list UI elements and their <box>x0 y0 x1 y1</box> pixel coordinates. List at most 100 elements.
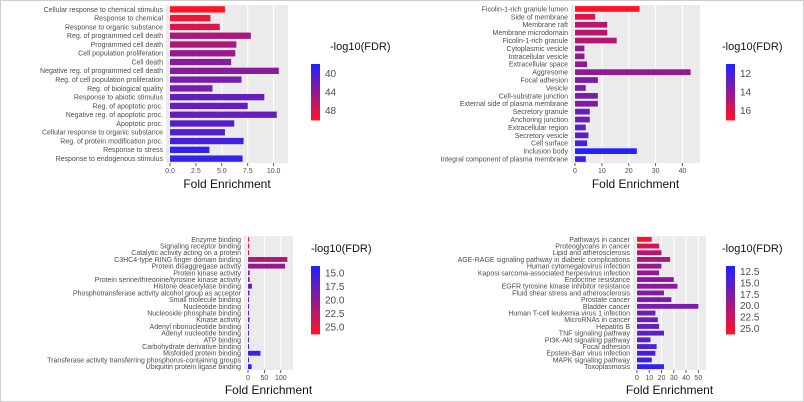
bar <box>637 310 656 316</box>
legend-gradient-segment <box>311 64 320 67</box>
category-label: Adenyl ribonucleotide binding <box>150 324 242 331</box>
bar <box>637 277 674 282</box>
legend-tick-label: 12 <box>740 69 752 80</box>
x-tick-label: 100 <box>275 375 287 382</box>
category-label: Proteoglycans in cancer <box>555 243 630 250</box>
category-label: Secretory vesicle <box>515 133 568 140</box>
legend-tick-label: 17.5 <box>740 290 760 301</box>
legend-gradient-segment <box>726 66 735 70</box>
category-label: Cellular response to organic substance <box>42 130 163 137</box>
legend-gradient-segment <box>311 319 320 324</box>
plot-background <box>244 236 293 370</box>
legend-gradient-segment <box>726 113 735 116</box>
bar <box>575 37 617 44</box>
legend-gradient-segment <box>726 268 735 273</box>
bar <box>637 344 657 349</box>
legend-gradient-segment <box>726 308 735 312</box>
category-label: Transferase activity transferring phosph… <box>47 357 241 364</box>
bar <box>248 290 250 296</box>
x-axis-title: Fold Enrichment <box>183 177 271 191</box>
legend-gradient-segment <box>726 110 735 114</box>
category-label: Aggresome <box>532 70 568 77</box>
legend-gradient-segment <box>726 283 735 287</box>
legend-gradient-segment <box>311 331 320 335</box>
legend-gradient-segment <box>726 311 735 315</box>
bar <box>170 6 225 13</box>
bar <box>637 283 678 289</box>
bar <box>637 243 660 249</box>
category-label: Carbohydrate derivative binding <box>142 344 241 351</box>
category-label: Response to stress <box>103 147 163 154</box>
legend-gradient-segment <box>311 277 320 281</box>
category-label: Prostate cancer <box>581 297 631 304</box>
legend-tick-label: 40 <box>325 69 337 80</box>
category-label: Small molecule binding <box>169 297 241 304</box>
category-label: TNF signaling pathway <box>559 331 631 338</box>
category-label: Epstein-Barr virus infection <box>546 351 630 358</box>
category-label: Focal adhesion <box>521 77 569 84</box>
legend-gradient-segment <box>311 66 320 70</box>
bar <box>248 324 249 329</box>
legend-gradient-segment <box>726 294 735 298</box>
legend-tick-label: 22.5 <box>740 313 760 324</box>
bar <box>170 120 235 127</box>
category-label: Extracellular region <box>508 125 568 132</box>
bar <box>170 94 265 101</box>
x-tick-label: 10 <box>645 375 653 382</box>
category-label: External side of plasma membrane <box>460 101 568 108</box>
legend-gradient-segment <box>311 82 320 86</box>
legend-gradient-segment <box>726 117 735 121</box>
category-label: Human T-cell leukemia virus 1 infection <box>508 310 630 317</box>
bar <box>637 236 652 242</box>
legend-gradient-segment <box>311 302 320 307</box>
legend-title: -log10(FDR) <box>722 41 783 53</box>
bar <box>248 250 249 256</box>
legend-gradient-segment <box>726 322 735 326</box>
bar <box>575 100 598 107</box>
bar <box>575 29 608 36</box>
x-tick-label: 50 <box>694 375 702 382</box>
category-label: Endocrine resistance <box>565 277 630 284</box>
bar <box>575 132 589 139</box>
category-label: Ubiquitin protein ligase binding <box>146 364 241 371</box>
legend-gradient-segment <box>311 288 320 292</box>
legend-gradient-segment <box>726 103 735 107</box>
legend-gradient-segment <box>311 115 320 119</box>
category-label: Ficolin-1-rich granule lumen <box>482 6 568 13</box>
bar <box>170 23 220 31</box>
category-label: Protein serine/threonine/tyrosine kinase… <box>95 277 242 284</box>
bar <box>248 270 250 276</box>
legend-gradient-segment <box>311 92 320 95</box>
category-label: Negative reg. of apoptotic proc. <box>66 112 163 119</box>
x-tick-label: 40 <box>682 375 690 382</box>
legend-title: -log10(FDR) <box>311 243 372 255</box>
bar <box>575 53 585 60</box>
legend-gradient-segment <box>311 110 320 114</box>
bar <box>248 303 249 309</box>
legend-gradient-segment <box>726 328 735 332</box>
category-label: Hepatitis B <box>596 324 630 331</box>
bar <box>575 14 596 20</box>
plot-background <box>166 5 288 163</box>
category-label: Apoptotic proc. <box>116 121 163 128</box>
legend-gradient-segment <box>311 328 320 332</box>
legend-gradient-segment <box>726 85 735 88</box>
legend-gradient-segment <box>311 94 320 98</box>
bar <box>170 146 210 153</box>
legend-tick-label: 15.0 <box>740 279 760 290</box>
x-axis-title: Fold Enrichment <box>626 383 714 397</box>
category-label: Signaling receptor binding <box>160 243 241 250</box>
bar <box>170 155 243 162</box>
legend-gradient-segment <box>311 117 320 121</box>
x-tick-label: 2.5 <box>191 168 201 175</box>
category-label: Secretory granule <box>513 109 568 116</box>
legend-gradient-segment <box>726 302 735 307</box>
legend-gradient-segment <box>311 87 320 91</box>
bar <box>248 330 249 336</box>
x-tick-label: 30 <box>652 168 660 175</box>
category-label: Adenyl nucleotide binding <box>161 331 241 338</box>
bar <box>170 58 232 66</box>
legend-gradient-segment <box>726 266 735 270</box>
category-label: Programmed cell death <box>91 42 163 49</box>
